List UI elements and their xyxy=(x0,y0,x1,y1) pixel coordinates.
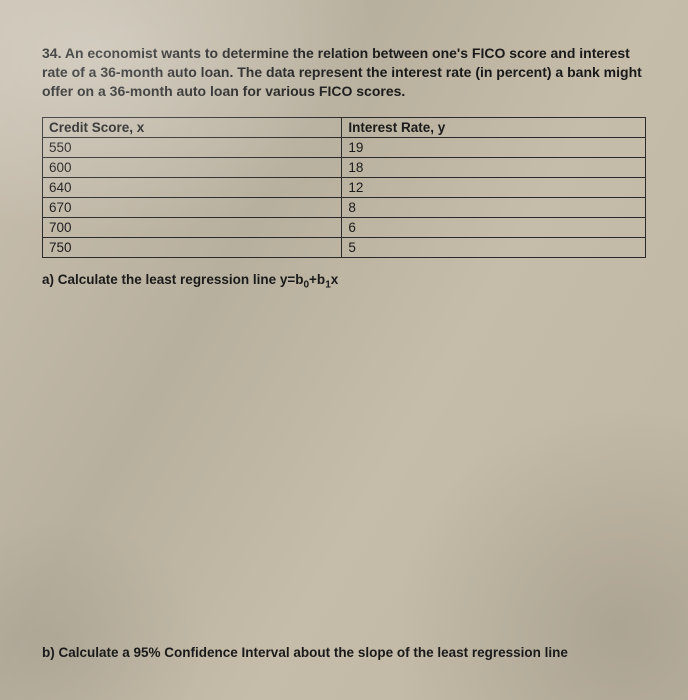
cell-x: 670 xyxy=(43,197,342,217)
table-row: 700 6 xyxy=(43,217,646,237)
page-content: 34. An economist wants to determine the … xyxy=(0,0,688,320)
part-a-prompt: a) Calculate the least regression line y… xyxy=(42,272,646,291)
table-row: 640 12 xyxy=(43,177,646,197)
data-table: Credit Score, x Interest Rate, y 550 19 … xyxy=(42,117,646,258)
col-header-x: Credit Score, x xyxy=(43,117,342,137)
cell-y: 18 xyxy=(342,157,646,177)
cell-x: 550 xyxy=(43,137,342,157)
cell-y: 5 xyxy=(342,237,646,257)
cell-x: 700 xyxy=(43,217,342,237)
table-row: 600 18 xyxy=(43,157,646,177)
cell-y: 12 xyxy=(342,177,646,197)
cell-x: 600 xyxy=(43,157,342,177)
cell-y: 6 xyxy=(342,217,646,237)
table-row: 550 19 xyxy=(43,137,646,157)
part-a-mid: +b xyxy=(309,272,325,287)
table-row: 750 5 xyxy=(43,237,646,257)
cell-y: 19 xyxy=(342,137,646,157)
problem-number: 34. xyxy=(42,45,61,61)
part-b-prompt: b) Calculate a 95% Confidence Interval a… xyxy=(42,645,568,660)
problem-body: An economist wants to determine the rela… xyxy=(42,45,642,99)
cell-x: 750 xyxy=(43,237,342,257)
col-header-y: Interest Rate, y xyxy=(342,117,646,137)
part-b-text: b) Calculate a 95% Confidence Interval a… xyxy=(42,645,568,660)
table-header-row: Credit Score, x Interest Rate, y xyxy=(43,117,646,137)
part-a-text: a) Calculate the least regression line y… xyxy=(42,272,303,287)
cell-y: 8 xyxy=(342,197,646,217)
cell-x: 640 xyxy=(43,177,342,197)
part-a-tail: x xyxy=(331,272,339,287)
table-row: 670 8 xyxy=(43,197,646,217)
problem-statement: 34. An economist wants to determine the … xyxy=(42,44,646,101)
